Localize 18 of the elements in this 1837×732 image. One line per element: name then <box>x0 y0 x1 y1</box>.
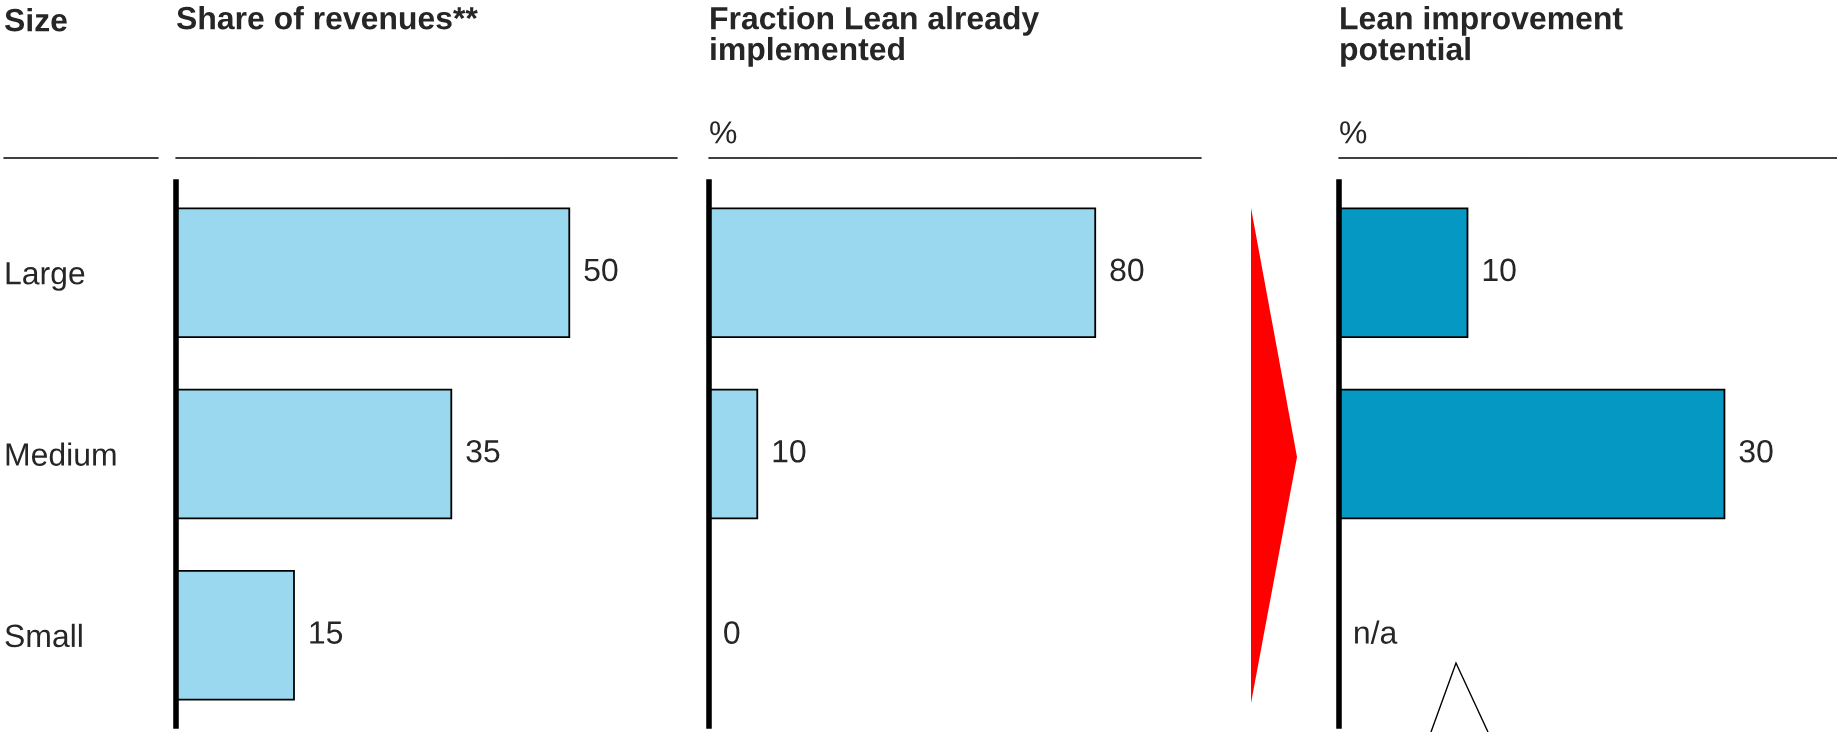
data-label: 35 <box>466 439 500 463</box>
chart-title: Lean improvement potential <box>1341 6 1623 67</box>
text: n/a <box>1355 620 1398 644</box>
y-tick-label: Small <box>5 623 82 648</box>
data-label: 30 <box>1739 439 1773 463</box>
chart-subtitle: % <box>710 121 737 144</box>
y-tick-label: Large <box>6 262 85 291</box>
chart-title: Fraction Lean already implemented <box>711 6 1040 67</box>
data-label: 10 <box>1483 258 1516 282</box>
chart-subtitle: % <box>1340 121 1367 144</box>
data-label: 50 <box>584 258 618 282</box>
data-label: 10 <box>773 439 806 463</box>
data-label: 15 <box>310 621 343 644</box>
y-axis-title: Size <box>4 8 67 32</box>
y-tick-label: Medium <box>6 442 116 466</box>
data-label: 80 <box>1110 258 1144 282</box>
chart-title: Share of revenues** <box>176 6 478 30</box>
data-label: 0 <box>724 621 740 644</box>
